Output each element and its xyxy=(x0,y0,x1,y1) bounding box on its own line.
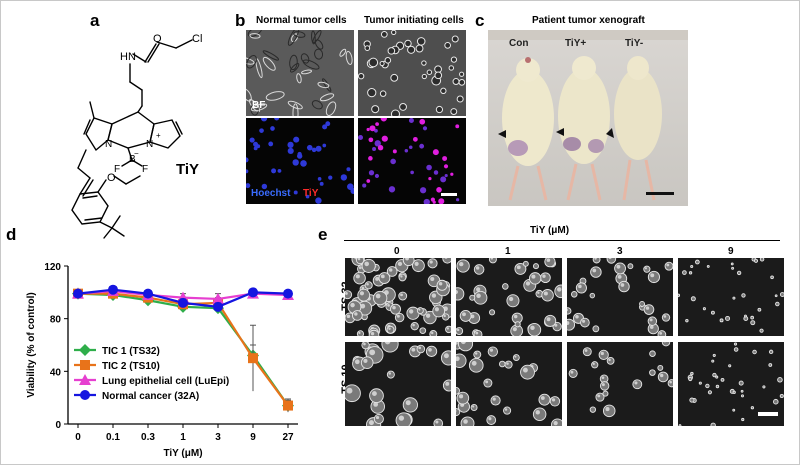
viability-chart: 0 40 80 120 0 0.1 0.3 1 3 9 27 TiY (μM) Viability (%… xyxy=(26,262,298,459)
panel-e-letter: e xyxy=(318,225,328,244)
y-tick-label: 80 xyxy=(50,315,62,326)
data-point xyxy=(283,400,293,411)
x-tick-label: 27 xyxy=(282,432,294,443)
svg-text:+: + xyxy=(156,131,161,140)
mouse-con xyxy=(502,57,554,201)
xenograft-photo xyxy=(488,30,688,206)
legend-label: TIC 1 (TS32) xyxy=(102,346,160,357)
svg-text:Cl: Cl xyxy=(192,33,202,45)
panel-a-letter: a xyxy=(90,11,100,30)
data-point xyxy=(283,288,293,299)
x-tick-label: 0.1 xyxy=(106,432,120,443)
scale-bar xyxy=(441,193,457,196)
x-tick-label: 9 xyxy=(250,432,256,443)
compound-label: TiY xyxy=(176,161,200,178)
legend-marker xyxy=(79,344,91,356)
sphere-ts10-1 xyxy=(456,342,562,426)
tiy-structure: O Cl HN N N B F F O − + xyxy=(71,33,202,239)
bf-tic-image xyxy=(358,30,466,116)
mouse-label-tiy-plus: TiY+ xyxy=(565,38,587,49)
mouse-label-tiy-minus: TiY- xyxy=(625,38,644,49)
col-header-normal: Normal tumor cells xyxy=(256,15,347,26)
svg-text:O: O xyxy=(107,172,116,184)
legend-entry: TIC 2 (TS10) xyxy=(74,360,160,372)
panel-c-letter: c xyxy=(475,11,485,30)
data-point xyxy=(73,288,83,299)
sphere-ts10-3 xyxy=(567,342,673,426)
svg-text:F: F xyxy=(142,164,148,175)
dose-label-3: 3 xyxy=(617,246,623,257)
sphere-ts32-9 xyxy=(678,258,784,336)
dose-label-0: 0 xyxy=(394,246,400,257)
legend-label: Lung epithelial cell (LuEpi) xyxy=(102,376,229,387)
legend-marker xyxy=(79,374,91,385)
legend-entry: Lung epithelial cell (LuEpi) xyxy=(74,374,229,387)
sphere-ts32-3 xyxy=(567,258,673,336)
x-tick-label: 1 xyxy=(180,432,186,443)
series-3 xyxy=(73,284,293,312)
dose-title: TiY (μM) xyxy=(530,225,570,236)
dose-label-9: 9 xyxy=(728,246,734,257)
panel-b-letter: b xyxy=(235,11,246,30)
xenograft-title: Patient tumor xenograft xyxy=(532,15,645,26)
x-tick-label: 0.3 xyxy=(141,432,155,443)
y-tick-label: 120 xyxy=(44,262,61,273)
fluor-normal-image xyxy=(246,118,354,204)
col-header-tic: Tumor initiating cells xyxy=(364,15,464,26)
tiy-stain-label: TiY xyxy=(303,188,319,199)
data-point xyxy=(248,287,258,298)
svg-text:F: F xyxy=(114,164,120,175)
bf-normal-image xyxy=(246,30,354,116)
sphere-ts10-0 xyxy=(345,342,451,426)
dose-label-1: 1 xyxy=(505,246,511,257)
y-tick-label: 40 xyxy=(50,367,62,378)
svg-text:−: − xyxy=(134,149,139,158)
mouse-label-con: Con xyxy=(509,38,529,49)
svg-text:HN: HN xyxy=(120,51,136,63)
sphere-scale-bar xyxy=(758,412,778,416)
svg-text:N: N xyxy=(146,139,153,150)
data-point xyxy=(248,353,258,364)
y-tick-label: 0 xyxy=(55,420,61,431)
mouse-tiy-minus xyxy=(614,56,662,201)
sphere-ts32-1 xyxy=(456,258,562,336)
panel-d-letter: d xyxy=(6,225,17,244)
svg-text:O: O xyxy=(153,33,162,45)
bf-label: BF xyxy=(252,100,266,111)
y-axis-label: Viability (% of control) xyxy=(26,292,37,397)
mouse-tiy-plus xyxy=(558,56,610,201)
svg-text:N: N xyxy=(105,139,112,150)
legend-label: TIC 2 (TS10) xyxy=(102,361,160,372)
legend-label: Normal cancer (32A) xyxy=(102,391,199,402)
data-point xyxy=(212,292,224,304)
legend-marker xyxy=(80,360,90,370)
x-tick-label: 0 xyxy=(75,432,81,443)
data-point xyxy=(213,301,223,312)
legend-entry: Normal cancer (32A) xyxy=(74,390,199,402)
dose-rule xyxy=(344,240,780,241)
svg-text:B: B xyxy=(129,154,136,165)
hoechst-label: Hoechst xyxy=(251,188,291,199)
data-point xyxy=(143,288,153,299)
legend-marker xyxy=(80,390,90,400)
legend-entry: TIC 1 (TS32) xyxy=(74,344,160,357)
fluor-tic-image xyxy=(358,118,466,204)
x-axis-label: TiY (μM) xyxy=(163,448,202,459)
sphere-ts32-0 xyxy=(345,258,451,336)
data-point xyxy=(178,297,188,308)
data-point xyxy=(108,284,118,295)
x-tick-label: 3 xyxy=(215,432,221,443)
